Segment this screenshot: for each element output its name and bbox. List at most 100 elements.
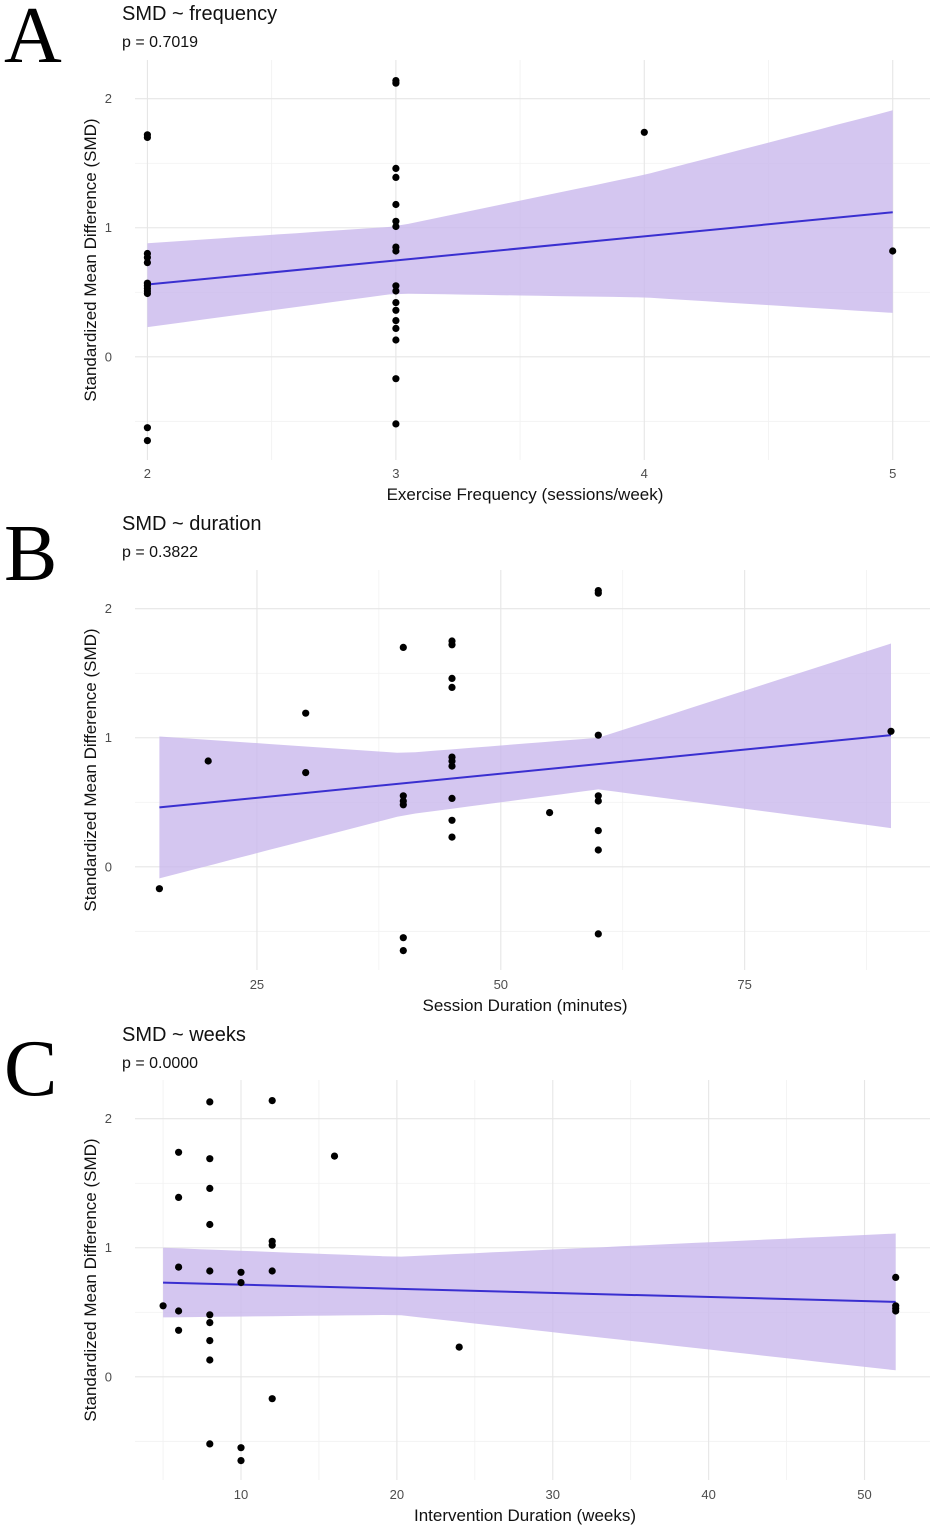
x-axis-label: Session Duration (minutes)	[422, 996, 627, 1015]
data-point	[392, 375, 400, 383]
data-point	[448, 683, 456, 692]
data-point	[594, 792, 602, 800]
data-point	[594, 589, 602, 597]
data-point	[330, 1152, 339, 1160]
data-point	[392, 164, 400, 172]
data-point	[399, 643, 407, 652]
data-point	[392, 173, 400, 181]
x-tick-label: 30	[546, 1487, 560, 1502]
data-point	[455, 1343, 463, 1351]
data-point	[392, 306, 400, 314]
data-point	[206, 1356, 214, 1364]
x-axis-label: Exercise Frequency (sessions/week)	[387, 485, 664, 504]
y-axis-label: Standardized Mean Difference (SMD)	[81, 118, 100, 401]
data-point	[302, 709, 310, 717]
y-tick-label: 1	[105, 1240, 112, 1255]
data-points	[159, 1097, 900, 1465]
data-point	[206, 1098, 214, 1106]
data-point	[546, 809, 554, 817]
data-point	[268, 1097, 276, 1105]
x-tick-label: 75	[737, 977, 751, 992]
data-point	[302, 769, 310, 777]
x-tick-label: 20	[390, 1487, 404, 1502]
data-point	[206, 1184, 214, 1192]
panel-a: A SMD ~ frequency p = 0.7019 2 3 4 5 0 1 2 Exercis…	[4, 0, 930, 504]
data-point	[399, 947, 407, 955]
data-point	[392, 299, 400, 307]
x-tick-label: 25	[250, 977, 264, 992]
data-point	[889, 247, 897, 255]
data-point	[448, 674, 456, 683]
x-tick-label: 10	[234, 1487, 248, 1502]
data-point	[268, 1267, 276, 1275]
data-point	[594, 827, 602, 835]
data-point	[448, 762, 456, 770]
p-value: p = 0.3822	[122, 544, 198, 561]
confidence-band	[159, 643, 891, 879]
panel-letter: B	[4, 510, 57, 598]
data-point	[143, 259, 151, 267]
regression-line	[159, 734, 892, 809]
y-tick-label: 0	[105, 859, 112, 874]
data-point	[175, 1193, 183, 1201]
data-point	[204, 757, 212, 765]
data-point	[448, 641, 456, 649]
data-point	[268, 1395, 276, 1403]
regression-line	[163, 1281, 896, 1303]
data-point	[159, 1302, 167, 1310]
data-point	[206, 1440, 214, 1448]
data-point	[887, 727, 895, 735]
data-point	[143, 253, 151, 261]
y-tick-label: 1	[105, 220, 112, 235]
data-point	[594, 797, 602, 805]
x-tick-label: 2	[144, 466, 151, 481]
confidence-band	[163, 1233, 896, 1371]
data-point	[594, 930, 602, 938]
y-tick-label: 2	[105, 601, 112, 616]
p-value: p = 0.0000	[122, 1055, 198, 1072]
data-point	[155, 885, 163, 893]
data-point	[448, 816, 456, 824]
data-point	[268, 1241, 276, 1249]
data-point	[640, 128, 648, 136]
data-points	[155, 587, 895, 955]
data-point	[175, 1263, 183, 1271]
data-point	[392, 420, 400, 428]
data-point	[175, 1148, 183, 1156]
data-point	[143, 131, 151, 139]
x-tick-label: 50	[857, 1487, 871, 1502]
data-point	[392, 336, 400, 344]
data-point	[594, 731, 602, 739]
x-tick-label: 3	[392, 466, 399, 481]
confidence-band	[147, 110, 893, 328]
data-point	[206, 1220, 214, 1229]
y-tick-label: 0	[105, 349, 112, 364]
data-point	[392, 287, 400, 295]
x-tick-label: 40	[701, 1487, 715, 1502]
panel-c: C SMD ~ weeks p = 0.0000 10 20 30 40 50 0 1 2 Inter…	[4, 1024, 930, 1525]
x-tick-label: 50	[494, 977, 508, 992]
data-point	[399, 934, 407, 942]
data-point	[392, 282, 400, 290]
panel-letter: C	[4, 1025, 57, 1113]
y-axis-label: Standardized Mean Difference (SMD)	[81, 628, 100, 911]
x-axis-label: Intervention Duration (weeks)	[414, 1506, 636, 1525]
data-point	[392, 217, 400, 225]
data-point	[448, 833, 456, 841]
data-point	[392, 222, 400, 231]
data-point	[175, 1307, 183, 1315]
data-point	[392, 247, 400, 255]
x-tick-label: 4	[641, 466, 648, 481]
data-point	[206, 1319, 214, 1327]
data-point	[392, 317, 400, 325]
data-point	[143, 289, 151, 298]
data-point	[143, 424, 151, 432]
data-point	[448, 794, 456, 803]
panel-letter: A	[4, 0, 62, 80]
chart-title: SMD ~ duration	[122, 513, 262, 535]
y-tick-label: 0	[105, 1369, 112, 1384]
data-point	[237, 1268, 245, 1276]
data-point	[392, 79, 400, 87]
x-tick-label: 5	[889, 466, 896, 481]
